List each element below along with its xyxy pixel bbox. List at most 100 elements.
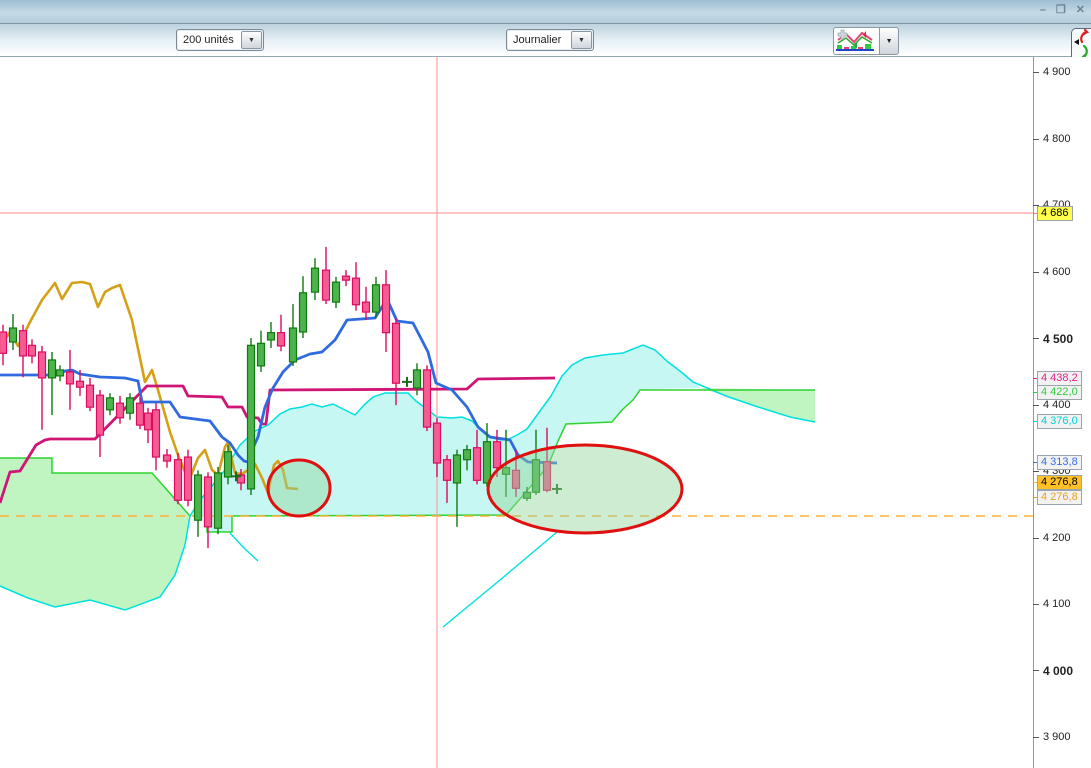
price-axis-line (1033, 57, 1034, 768)
candle-body (151, 409, 161, 458)
candle-body (125, 397, 135, 414)
candle-body (482, 441, 492, 484)
streaming-quotes-button[interactable] (1071, 28, 1091, 64)
candle-body (310, 267, 320, 293)
title-bar: – ❐ ✕ (0, 0, 1091, 24)
kijun-line (0, 297, 558, 465)
candle-body (361, 301, 371, 313)
chevron-down-icon[interactable]: ▼ (880, 27, 899, 55)
price-tag-tick (1033, 497, 1039, 498)
candle-body (371, 284, 381, 313)
chevron-down-icon[interactable]: ▼ (241, 31, 262, 49)
candle-body (331, 281, 341, 303)
candle-body (236, 474, 246, 484)
price-chart[interactable] (0, 57, 1033, 768)
chikou-line (442, 531, 558, 628)
ichimoku-cloud-green (0, 458, 190, 610)
candle-body (18, 330, 28, 357)
price-tag-tick (1033, 213, 1039, 214)
ichimoku-cloud-cyan (190, 345, 700, 532)
candle-body (0, 331, 8, 354)
candle-body (351, 277, 361, 306)
candle-body (412, 369, 422, 389)
candle-body (276, 332, 286, 347)
streaming-quotes-icon (1074, 28, 1090, 61)
price-tag: 4 276,8 (1037, 490, 1082, 505)
candle-body (531, 459, 541, 493)
candle-body (462, 449, 472, 461)
chart-toolbar: 200 unités ▼ Journalier ▼ (0, 24, 1091, 57)
axis-tick-label: 3 900 (1043, 731, 1071, 743)
candle-body (183, 456, 193, 501)
candle-body (391, 322, 401, 384)
candle-body (381, 284, 391, 334)
restore-icon[interactable]: ❐ (1055, 4, 1066, 16)
axis-tick (1033, 272, 1039, 273)
price-tag: 4 313,8 (1037, 455, 1082, 470)
price-tag-tick (1033, 421, 1039, 422)
ellipse-annotation[interactable] (486, 443, 684, 535)
candle-body (321, 269, 331, 301)
candle-body (266, 332, 276, 341)
axis-tick (1033, 737, 1039, 738)
candle-body (341, 275, 351, 281)
period-dropdown-value: Journalier (513, 34, 562, 46)
candle-body (511, 469, 521, 489)
candle-body (213, 472, 223, 529)
candle-body (246, 344, 256, 490)
candle-body (95, 394, 105, 436)
chikou-line (229, 532, 259, 562)
axis-tick-label: 4 000 (1043, 664, 1074, 678)
axis-tick (1033, 139, 1039, 140)
candle-body (472, 447, 482, 481)
minimize-icon[interactable]: – (1039, 4, 1046, 16)
price-tag: 4 686 (1037, 206, 1073, 221)
axis-tick-label: 4 100 (1043, 598, 1071, 610)
senkou-b-line (0, 457, 191, 517)
axis-tick (1033, 338, 1039, 339)
candle-body (442, 459, 452, 481)
axis-tick-label: 4 600 (1043, 266, 1071, 278)
candle-body (298, 292, 308, 333)
senkou-b-line (206, 389, 815, 533)
price-tag-tick (1033, 392, 1039, 393)
price-tag: 4 376,0 (1037, 414, 1082, 429)
close-icon[interactable]: ✕ (1075, 4, 1085, 16)
axis-tick (1033, 604, 1039, 605)
price-tag: 4 422,0 (1037, 385, 1082, 400)
period-dropdown[interactable]: Journalier ▼ (506, 29, 594, 51)
chart-style-icon (833, 27, 881, 55)
candle-body (193, 474, 203, 521)
candle-body (203, 476, 213, 528)
candle-body (143, 412, 153, 431)
candle-body (55, 369, 65, 377)
candle-body (8, 327, 18, 343)
candle-body (256, 342, 266, 367)
chart-area[interactable]: 4 900 4 800 4 700 4 600 4 500 4 400 4 300 4 200… (0, 57, 1091, 768)
axis-tick-label: 4 500 (1043, 332, 1074, 346)
chart-style-button[interactable]: ▼ (833, 27, 899, 55)
candle-body (288, 327, 298, 363)
candle-body (522, 491, 532, 499)
ellipse-annotation[interactable] (266, 458, 332, 518)
candle-body (105, 397, 115, 411)
candle-body (452, 454, 462, 484)
senkou-span-line (0, 376, 556, 504)
candle-body (432, 422, 442, 464)
candle-body (115, 402, 125, 419)
candle-body (135, 402, 145, 426)
candle-body (223, 451, 233, 478)
chevron-down-icon[interactable]: ▼ (571, 31, 592, 49)
candle-body (422, 369, 432, 428)
senkou-a-line (189, 344, 816, 517)
units-dropdown[interactable]: 200 unités ▼ (176, 29, 264, 51)
axis-tick-label: 4 200 (1043, 532, 1071, 544)
candle-body (65, 371, 75, 385)
candle-body (542, 461, 552, 491)
axis-tick-label: 4 400 (1043, 399, 1071, 411)
units-dropdown-value: 200 unités (183, 34, 234, 46)
axis-tick (1033, 670, 1039, 671)
candle-body (75, 380, 85, 388)
candle-body (501, 467, 511, 475)
window-controls: – ❐ ✕ (1040, 4, 1085, 16)
